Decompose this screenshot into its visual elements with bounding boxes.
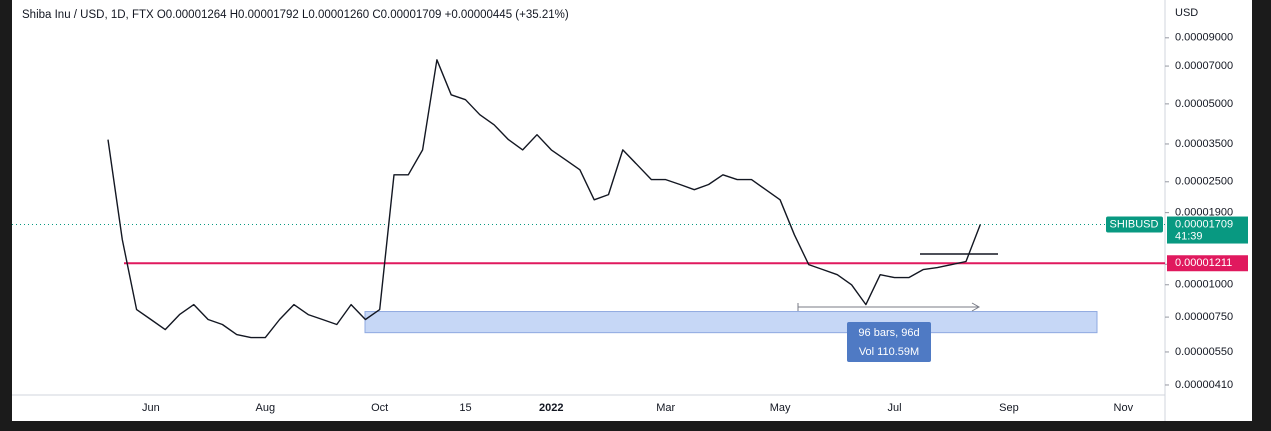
- series-label-box: [1106, 216, 1163, 233]
- y-axis-label: USD: [1175, 7, 1198, 19]
- y-tick-label: 0.00001000: [1175, 279, 1233, 291]
- y-tick-label: 0.00000750: [1175, 311, 1233, 323]
- y-tick-label: 0.00002500: [1175, 176, 1233, 188]
- countdown: 41:39: [1175, 230, 1203, 242]
- y-tick-label: 0.00001900: [1175, 207, 1233, 219]
- price-line: [107, 59, 981, 339]
- y-tick-label: 0.00000410: [1175, 379, 1233, 391]
- panel: [12, 0, 1252, 421]
- x-tick-label: 2022: [539, 402, 563, 414]
- annotation: Vol 110.59M: [859, 346, 919, 358]
- y-tick-label: 0.00009000: [1175, 32, 1233, 44]
- x-tick-label: Oct: [371, 402, 388, 414]
- range-arrow-head: [971, 302, 981, 312]
- y-tick-label: 0.00007000: [1175, 60, 1233, 72]
- level-box: [1167, 255, 1248, 272]
- x-tick-label: Aug: [256, 402, 276, 414]
- overlay: 96 bars, 96d Vol 110.59M SHIBUSD 0.00001709…: [847, 216, 1248, 362]
- annotation: 96 bars, 96d: [858, 327, 919, 339]
- x-tick-label: Jul: [887, 402, 901, 414]
- x-tick-label: Jun: [142, 402, 160, 414]
- y-tick-label: 0.00000550: [1175, 346, 1233, 358]
- x-tick-label: May: [770, 402, 791, 414]
- x-tick-label: 15: [459, 402, 471, 414]
- x-tick-label: Sep: [999, 402, 1019, 414]
- zone: [364, 311, 1098, 334]
- level-label: 0.00001211: [1175, 257, 1232, 269]
- y-tick-label: 0.00003500: [1175, 138, 1233, 150]
- y-tick-label: 0.00005000: [1175, 98, 1233, 110]
- last-price-box: [1167, 216, 1248, 244]
- x-tick-label: Mar: [656, 402, 675, 414]
- last-price-label: 0.00001709: [1175, 218, 1233, 230]
- measure-box: [847, 322, 931, 362]
- chart-title: Shiba Inu / USD, 1D, FTX O0.00001264 H0.…: [22, 9, 569, 21]
- series-label: SHIBUSD: [1110, 218, 1159, 230]
- x-tick-label: Nov: [1114, 402, 1134, 414]
